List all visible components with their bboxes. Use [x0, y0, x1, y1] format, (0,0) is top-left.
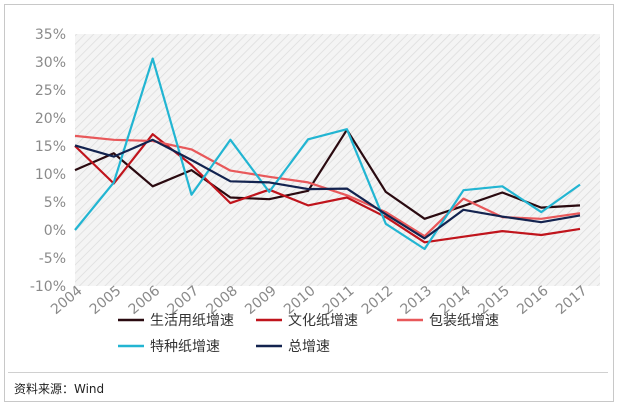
- x-tick-label: 2009: [242, 283, 280, 318]
- y-tick-label: 25%: [35, 83, 66, 99]
- legend-label: 生活用纸增速: [150, 313, 234, 329]
- x-tick-label: 2005: [87, 283, 125, 318]
- x-tick-label: 2012: [359, 283, 397, 318]
- plot-area: [75, 34, 600, 286]
- y-tick-label: 10%: [35, 167, 66, 183]
- y-tick-label: 35%: [35, 27, 66, 43]
- legend-label: 特种纸增速: [150, 339, 220, 355]
- y-tick-label: 5%: [44, 195, 66, 211]
- y-tick-label: 20%: [35, 111, 66, 127]
- series-line-4: [74, 138, 581, 240]
- x-tick-label: 2017: [553, 283, 591, 318]
- x-tick-label: 2016: [514, 283, 552, 318]
- legend-label: 总增速: [288, 339, 330, 355]
- series-line-3: [74, 57, 581, 251]
- legend-label: 包装纸增速: [429, 313, 499, 329]
- y-tick-label: 0%: [44, 223, 66, 239]
- y-tick-label: 15%: [35, 139, 66, 155]
- series-line-1: [74, 133, 581, 244]
- source-divider: [8, 372, 608, 373]
- source-note: 资料来源：Wind: [14, 382, 105, 396]
- y-tick-label: -10%: [30, 279, 66, 295]
- legend-label: 文化纸增速: [288, 313, 358, 329]
- series-line-0: [74, 128, 581, 220]
- y-tick-label: -5%: [39, 251, 66, 267]
- y-tick-label: 30%: [35, 55, 66, 71]
